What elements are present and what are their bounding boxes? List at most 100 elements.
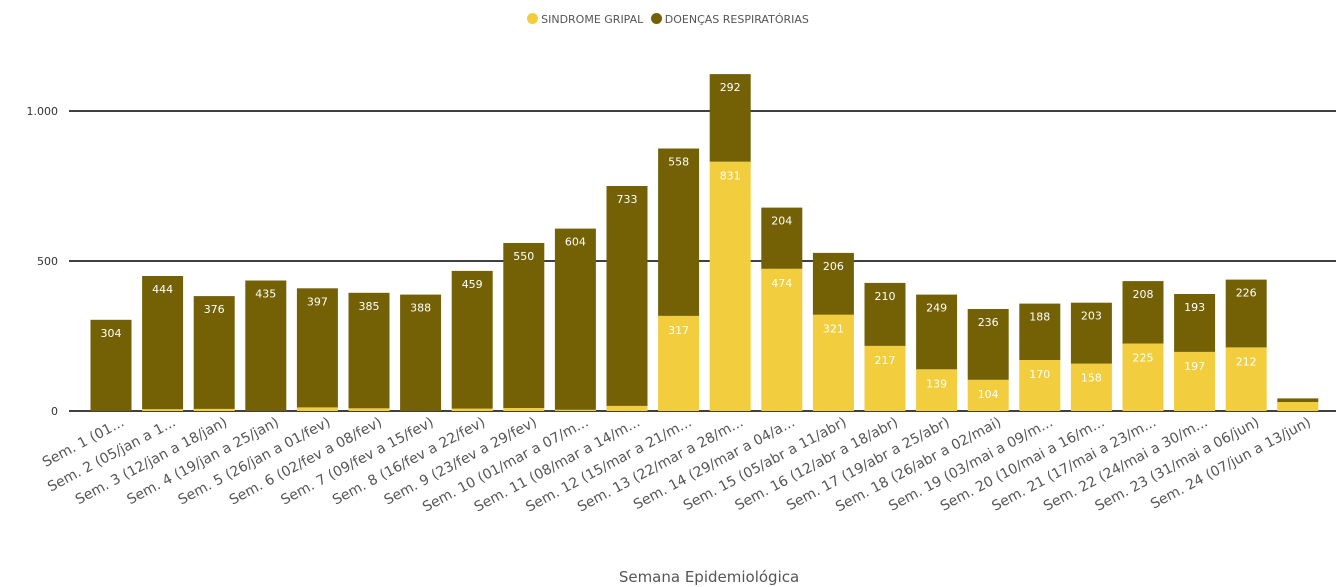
bar-segment-doencas-respiratorias[interactable]	[245, 280, 287, 412]
data-label-doencas-respiratorias: 388	[410, 302, 431, 315]
bar-group[interactable]: 397	[296, 288, 338, 411]
data-label-sindrome-gripal: 321	[823, 323, 844, 336]
bar-group[interactable]: 292 831	[709, 74, 751, 411]
bar-segment-sindrome-gripal[interactable]	[1070, 363, 1112, 411]
bar-group[interactable]: 210 217	[864, 282, 906, 411]
bar-segment-doencas-respiratorias[interactable]	[709, 74, 751, 162]
bar-segment-sindrome-gripal[interactable]	[451, 408, 493, 411]
y-axis: 0 500 1.000	[27, 105, 59, 418]
bar-group[interactable]: 444	[142, 276, 184, 411]
bar-segment-doencas-respiratorias[interactable]	[400, 294, 442, 411]
bar-group[interactable]: 435	[245, 280, 287, 412]
bar-segment-doencas-respiratorias[interactable]	[1174, 294, 1216, 352]
data-label-sindrome-gripal: 139	[926, 377, 947, 390]
bar-segment-sindrome-gripal[interactable]	[1225, 347, 1267, 411]
legend-label-sindrome-gripal: SINDROME GRIPAL	[541, 13, 644, 26]
x-axis: Sem. 1 (01...Sem. 2 (05/jan a 1...Sem. 3…	[40, 414, 1314, 515]
bar-segment-doencas-respiratorias[interactable]	[296, 288, 338, 408]
bar-segment-sindrome-gripal[interactable]	[348, 408, 390, 411]
bar-segment-sindrome-gripal[interactable]	[967, 379, 1009, 411]
bar-group[interactable]: 550	[503, 243, 545, 411]
bar-segment-doencas-respiratorias[interactable]	[761, 207, 803, 269]
bar-segment-doencas-respiratorias[interactable]	[658, 148, 700, 316]
bar-group[interactable]: 226 212	[1225, 279, 1267, 411]
bar-segment-sindrome-gripal[interactable]	[812, 314, 854, 411]
bar-group[interactable]: 193 197	[1174, 294, 1216, 411]
bar-group[interactable]: 376	[193, 296, 235, 411]
bar-group[interactable]: 733	[606, 186, 648, 411]
bar-segment-sindrome-gripal[interactable]	[1019, 360, 1061, 411]
data-label-doencas-respiratorias: 459	[462, 278, 483, 291]
data-label-sindrome-gripal: 225	[1133, 352, 1154, 365]
bar-group[interactable]: 188 170	[1019, 303, 1061, 411]
data-label-doencas-respiratorias: 604	[565, 236, 586, 249]
data-label-sindrome-gripal: 217	[875, 354, 896, 367]
data-label-doencas-respiratorias: 435	[255, 288, 276, 301]
bar-segment-doencas-respiratorias[interactable]	[916, 294, 958, 370]
bar-segment-sindrome-gripal[interactable]	[554, 409, 596, 411]
bar-group[interactable]: 604	[554, 228, 596, 411]
bar-segment-sindrome-gripal[interactable]	[1277, 402, 1319, 411]
bar-group[interactable]: 236 104	[967, 309, 1009, 411]
data-label-sindrome-gripal: 158	[1081, 372, 1102, 385]
bar-segment-doencas-respiratorias[interactable]	[1277, 398, 1319, 402]
bar-segment-doencas-respiratorias[interactable]	[503, 243, 545, 408]
bar-segment-doencas-respiratorias[interactable]	[606, 186, 648, 406]
bar-segment-doencas-respiratorias[interactable]	[90, 319, 132, 411]
bar-group[interactable]: 304	[90, 319, 132, 411]
bar-segment-doencas-respiratorias[interactable]	[967, 309, 1009, 380]
bar-group[interactable]: 208 225	[1122, 281, 1164, 412]
bar-segment-sindrome-gripal[interactable]	[1122, 343, 1164, 412]
y-tick-label: 1.000	[27, 105, 59, 118]
data-label-doencas-respiratorias: 236	[978, 316, 999, 329]
bar-segment-doencas-respiratorias[interactable]	[812, 252, 854, 315]
data-label-sindrome-gripal: 317	[668, 324, 689, 337]
bar-group[interactable]: 203 158	[1070, 302, 1112, 411]
bar-segment-sindrome-gripal[interactable]	[296, 407, 338, 411]
bar-segment-doencas-respiratorias[interactable]	[1225, 279, 1267, 348]
data-label-doencas-respiratorias: 249	[926, 302, 947, 315]
bar-segment-doencas-respiratorias[interactable]	[348, 292, 390, 409]
legend-marker-doencas-respiratorias	[650, 13, 662, 24]
legend-item-doencas-respiratorias[interactable]: DOENÇAS RESPIRATÓRIAS	[650, 13, 809, 26]
bar-segment-sindrome-gripal[interactable]	[142, 409, 184, 411]
data-label-doencas-respiratorias: 733	[617, 193, 638, 206]
data-label-doencas-respiratorias: 188	[1029, 311, 1050, 324]
legend-item-sindrome-gripal[interactable]: SINDROME GRIPAL	[527, 13, 643, 26]
bar-segment-sindrome-gripal[interactable]	[658, 315, 700, 411]
bar-group[interactable]	[1277, 398, 1319, 411]
data-label-doencas-respiratorias: 204	[771, 215, 792, 228]
data-label-sindrome-gripal: 197	[1184, 360, 1205, 373]
data-label-doencas-respiratorias: 550	[513, 250, 534, 263]
bar-segment-sindrome-gripal[interactable]	[503, 408, 545, 411]
bar-group[interactable]: 206 321	[812, 252, 854, 411]
bar-segment-doencas-respiratorias[interactable]	[1019, 303, 1061, 360]
bar-group[interactable]: 249 139	[916, 294, 958, 411]
bar-group[interactable]: 558 317	[658, 148, 700, 412]
bar-segment-sindrome-gripal[interactable]	[709, 161, 751, 411]
data-label-doencas-respiratorias: 226	[1236, 287, 1257, 300]
bar-segment-sindrome-gripal[interactable]	[761, 268, 803, 411]
bar-segment-doencas-respiratorias[interactable]	[142, 276, 184, 410]
bar-group[interactable]: 385	[348, 292, 390, 411]
bar-segment-sindrome-gripal[interactable]	[1174, 351, 1216, 411]
bar-segment-doencas-respiratorias[interactable]	[451, 270, 493, 409]
bar-segment-doencas-respiratorias[interactable]	[1070, 302, 1112, 364]
data-label-doencas-respiratorias: 193	[1184, 301, 1205, 314]
bar-segment-doencas-respiratorias[interactable]	[193, 296, 235, 409]
data-label-doencas-respiratorias: 304	[101, 327, 122, 340]
bar-segment-sindrome-gripal[interactable]	[606, 405, 648, 411]
bar-segment-sindrome-gripal[interactable]	[864, 345, 906, 411]
data-label-doencas-respiratorias: 397	[307, 295, 328, 308]
bar-segment-doencas-respiratorias[interactable]	[1122, 281, 1164, 344]
bar-group[interactable]: 204 474	[761, 207, 803, 411]
data-label-sindrome-gripal: 104	[978, 388, 999, 401]
bar-group[interactable]: 459	[451, 270, 493, 411]
x-axis-title: Semana Epidemiológica	[619, 568, 799, 586]
legend-marker-sindrome-gripal	[527, 13, 539, 24]
bar-segment-sindrome-gripal[interactable]	[916, 369, 958, 411]
bar-segment-doencas-respiratorias[interactable]	[554, 228, 596, 410]
bar-group[interactable]: 388	[400, 294, 442, 411]
bar-segment-doencas-respiratorias[interactable]	[864, 282, 906, 346]
bar-segment-sindrome-gripal[interactable]	[193, 408, 235, 411]
